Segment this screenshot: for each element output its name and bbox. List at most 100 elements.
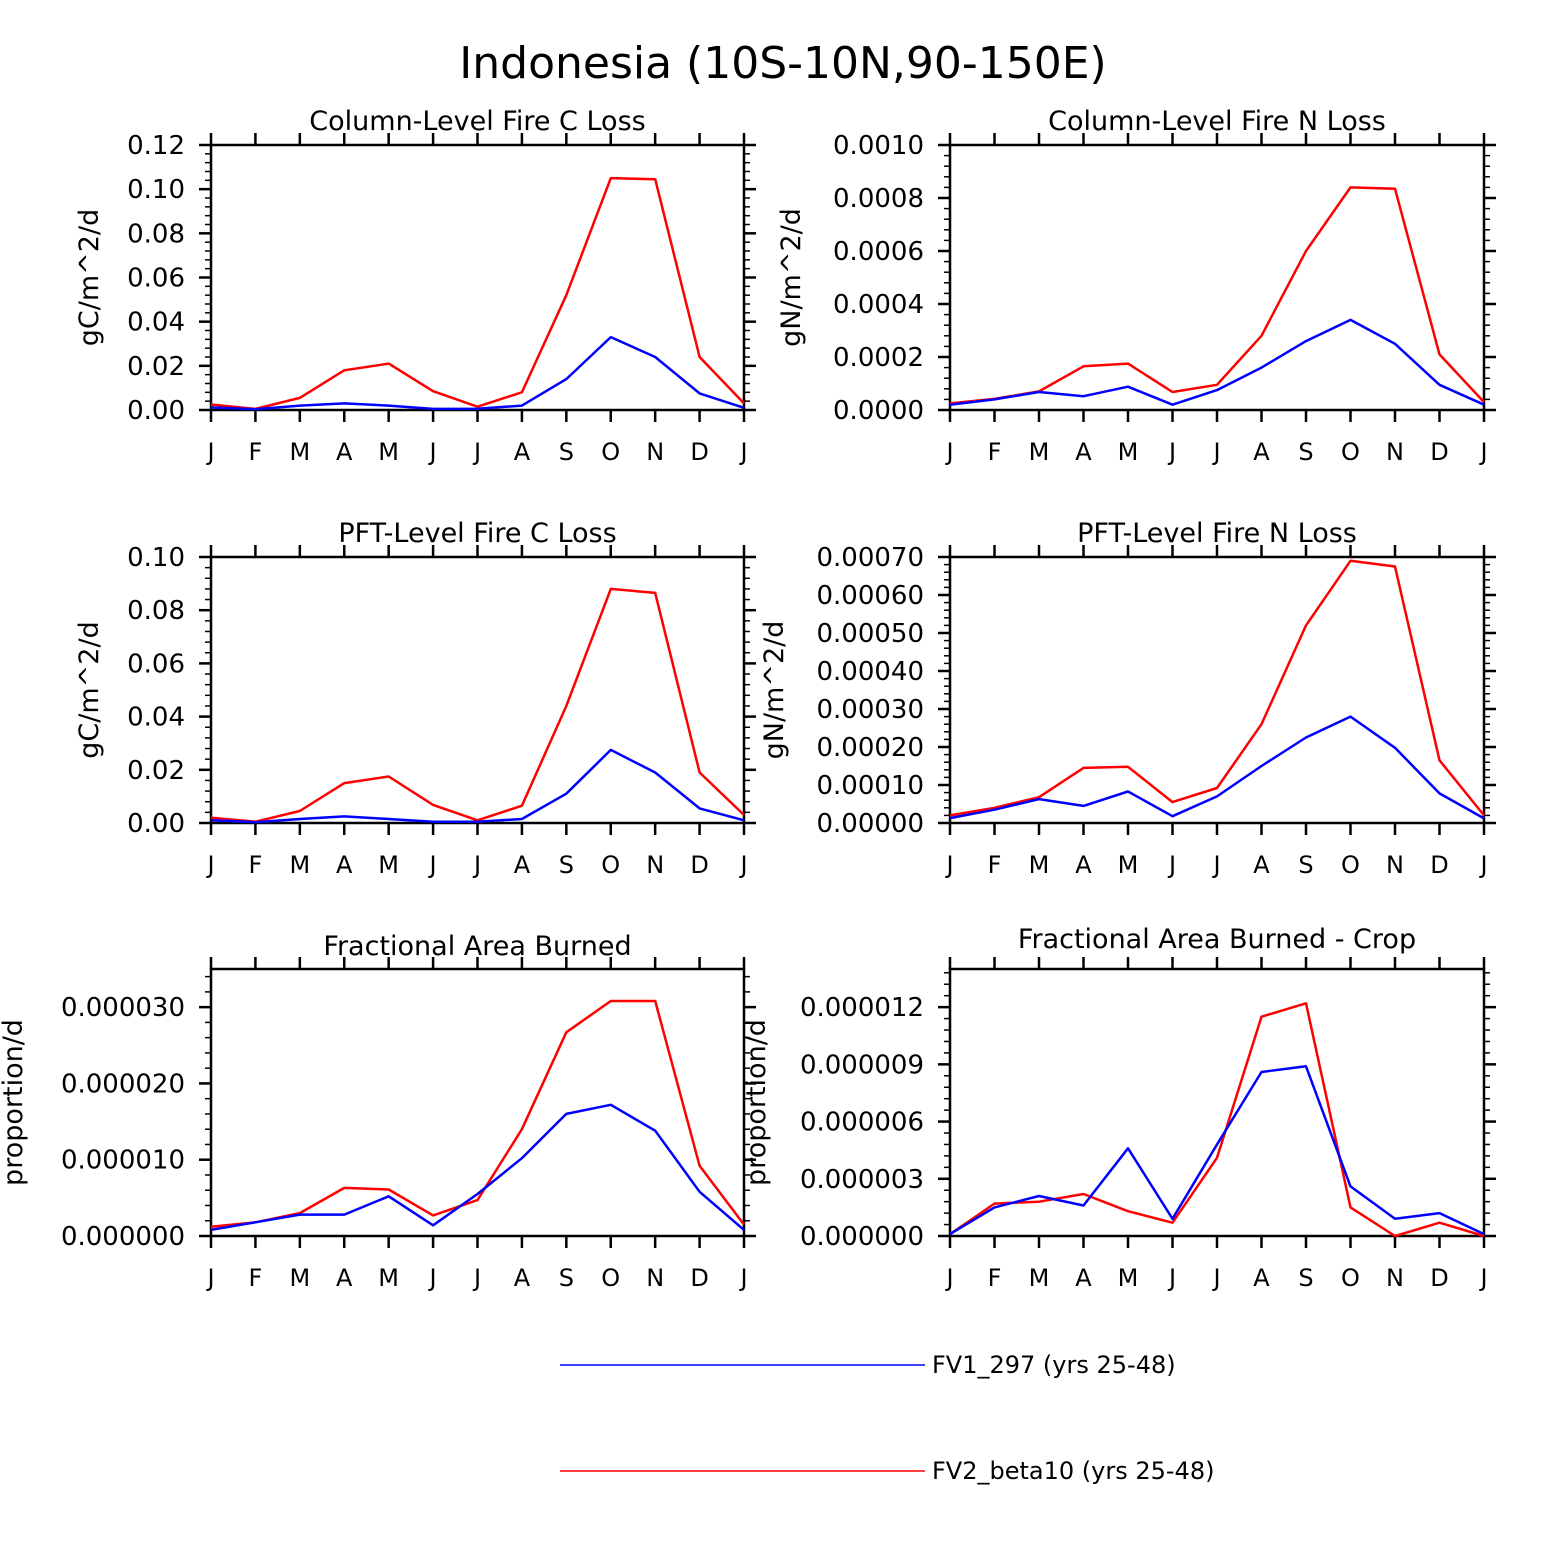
x-tick-label: F	[988, 438, 1002, 466]
x-tick-label: J	[428, 851, 437, 879]
x-tick-label: N	[646, 851, 664, 879]
plot-frame	[209, 555, 746, 825]
y-tick-label: 0.02	[127, 352, 185, 382]
series-line-fv1-297	[210, 335, 745, 411]
x-tick-label: J	[1211, 1264, 1220, 1292]
y-tick-label: 0.10	[127, 175, 185, 205]
y-tick-label: 0.0004	[833, 290, 924, 320]
x-tick-label: D	[690, 1264, 708, 1292]
y-tick-label: 0.00040	[816, 657, 924, 687]
x-tick-label: M	[378, 851, 399, 879]
x-tick-label: A	[336, 851, 353, 879]
y-tick-label: 0.04	[127, 703, 185, 733]
panels: J F M A M J J A S O N D J0.000.020.040.060.080.100.1…	[0, 106, 1496, 1292]
x-tick-label: S	[559, 438, 574, 466]
x-tick-label: O	[1341, 438, 1360, 466]
x-tick-label: N	[646, 438, 664, 466]
y-tick-label: 0.000010	[61, 1146, 185, 1176]
y-tick-label: 0.08	[127, 596, 185, 626]
y-tick-label: 0.00	[127, 809, 185, 839]
x-tick-label: O	[1341, 851, 1360, 879]
x-tick-label: A	[1075, 851, 1092, 879]
y-tick-label: 0.00060	[816, 581, 924, 611]
x-tick-label: A	[1075, 438, 1092, 466]
legend-label-fv2: FV2_beta10 (yrs 25-48)	[932, 1457, 1214, 1485]
series-line-fv2-beta10	[210, 999, 745, 1229]
x-tick-label: A	[1253, 1264, 1270, 1292]
y-tick-label: 0.00070	[816, 543, 924, 573]
x-tick-label: O	[601, 1264, 620, 1292]
x-tick-label: M	[1029, 1264, 1050, 1292]
y-tick-label: 0.0008	[833, 184, 924, 214]
x-tick-label: M	[289, 438, 310, 466]
x-tick-label: J	[944, 1264, 953, 1292]
y-tick-label: 0.06	[127, 264, 185, 294]
x-tick-label: F	[249, 851, 263, 879]
panel-title: PFT-Level Fire N Loss	[1077, 518, 1357, 549]
x-tick-label: D	[1430, 851, 1448, 879]
x-tick-label: F	[249, 1264, 263, 1292]
y-tick-label: 0.000030	[61, 993, 185, 1023]
x-tick-label: D	[1430, 438, 1448, 466]
x-tick-label: D	[690, 851, 708, 879]
x-tick-label: J	[1167, 438, 1176, 466]
x-tick-label: J	[205, 851, 214, 879]
panel-title: PFT-Level Fire C Loss	[338, 518, 616, 549]
x-tick-label: O	[601, 438, 620, 466]
panel-title: Column-Level Fire N Loss	[1048, 106, 1386, 137]
series-line-fv1-297	[949, 1065, 1485, 1236]
y-tick-label: 0.04	[127, 308, 185, 338]
series-line-fv1-297	[210, 1103, 745, 1232]
x-tick-label: J	[1211, 851, 1220, 879]
x-tick-label: J	[472, 1264, 481, 1292]
series-line-fv2-beta10	[949, 186, 1485, 405]
x-tick-label: J	[944, 851, 953, 879]
x-tick-label: M	[378, 1264, 399, 1292]
y-tick-label: 0.000000	[61, 1222, 185, 1252]
x-tick-label: J	[472, 438, 481, 466]
y-tick-label: 0.00000	[816, 809, 924, 839]
y-tick-label: 0.08	[127, 219, 185, 249]
series-line-fv2-beta10	[949, 559, 1485, 817]
y-tick-label: 0.0000	[833, 396, 924, 426]
panel-6: J F M A M J J A S O N D J0.0000000.0000030.0000060.0…	[741, 924, 1496, 1292]
x-tick-label: S	[1298, 438, 1313, 466]
x-tick-label: S	[559, 851, 574, 879]
series-line-fv1-297	[210, 748, 745, 824]
x-tick-label: J	[1211, 438, 1220, 466]
y-tick-label: 0.0002	[833, 343, 924, 373]
x-tick-label: J	[1167, 1264, 1176, 1292]
y-axis-label: gC/m^2/d	[74, 209, 105, 346]
y-axis-label: proportion/d	[0, 1019, 29, 1186]
x-tick-label: J	[944, 438, 953, 466]
y-tick-label: 0.000006	[800, 1108, 924, 1138]
x-tick-label: N	[646, 1264, 664, 1292]
x-tick-label: M	[289, 851, 310, 879]
x-tick-label: M	[1029, 438, 1050, 466]
y-tick-label: 0.00020	[816, 733, 924, 763]
x-tick-label: J	[738, 851, 747, 879]
x-tick-label: A	[1075, 1264, 1092, 1292]
plot-frame	[209, 143, 746, 412]
y-tick-label: 0.00050	[816, 619, 924, 649]
plot-frame	[948, 143, 1486, 412]
x-tick-label: J	[1478, 1264, 1487, 1292]
panel-title: Column-Level Fire C Loss	[309, 106, 645, 137]
x-tick-label: J	[428, 1264, 437, 1292]
x-tick-label: A	[514, 438, 531, 466]
legend: FV1_297 (yrs 25-48) FV2_beta10 (yrs 25-4…	[560, 1351, 1214, 1485]
y-tick-label: 0.10	[127, 543, 185, 573]
y-tick-label: 0.000003	[800, 1165, 924, 1195]
x-tick-label: J	[1478, 438, 1487, 466]
plot-frame	[209, 967, 746, 1238]
panel-1: J F M A M J J A S O N D J0.000.020.040.060.080.100.1…	[74, 106, 756, 466]
legend-label-fv1: FV1_297 (yrs 25-48)	[932, 1351, 1176, 1379]
y-axis-label: gC/m^2/d	[74, 621, 105, 758]
y-tick-label: 0.000000	[800, 1222, 924, 1252]
figure-title: Indonesia (10S-10N,90-150E)	[459, 38, 1106, 89]
plot-frame	[948, 555, 1486, 825]
y-tick-label: 0.12	[127, 131, 185, 161]
x-tick-label: J	[1167, 851, 1176, 879]
x-tick-label: J	[1478, 851, 1487, 879]
